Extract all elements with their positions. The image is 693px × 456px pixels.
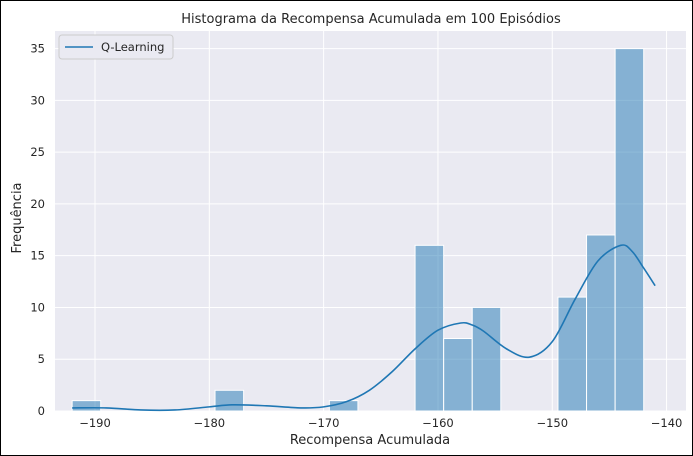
histogram-bars [71,48,645,412]
x-tick-label: −170 [308,416,340,430]
y-tick-labels: 0 5 10 15 20 25 30 35 [30,42,45,418]
chart-title: Histograma da Recompensa Acumulada em 10… [181,12,561,27]
histogram-bar [443,338,473,412]
x-axis-label: Recompensa Acumulada [290,433,450,448]
histogram-bar [557,296,588,412]
kde-line-q-learning [72,244,656,412]
x-tick-labels: −190 −180 −170 −160 −150 −140 [79,416,682,430]
y-tick-label: 0 [38,404,45,418]
x-tick-label: −180 [194,416,226,430]
legend-box [58,34,174,60]
histogram-bar [214,389,245,412]
x-tick-label: −140 [651,416,683,430]
histogram-bar [414,244,445,412]
y-tick-label: 15 [30,249,45,263]
histogram-bar [471,306,502,412]
histogram-bar [71,400,102,412]
x-tick-label: −160 [422,416,454,430]
y-tick-label: 5 [38,352,45,366]
legend: Q-Learning [58,34,174,60]
y-tick-label: 30 [30,93,45,107]
y-axis-label: Frequência [10,182,25,253]
legend-label-q-learning: Q-Learning [101,40,164,54]
y-tick-label: 25 [30,145,45,159]
histogram-bar [614,48,645,412]
y-tick-label: 20 [30,197,45,211]
grid-lines [55,31,686,412]
x-tick-label: −190 [79,416,111,430]
histogram-bar [586,234,616,412]
y-tick-label: 10 [30,300,45,314]
x-tick-label: −150 [536,416,568,430]
y-tick-label: 35 [30,42,45,56]
